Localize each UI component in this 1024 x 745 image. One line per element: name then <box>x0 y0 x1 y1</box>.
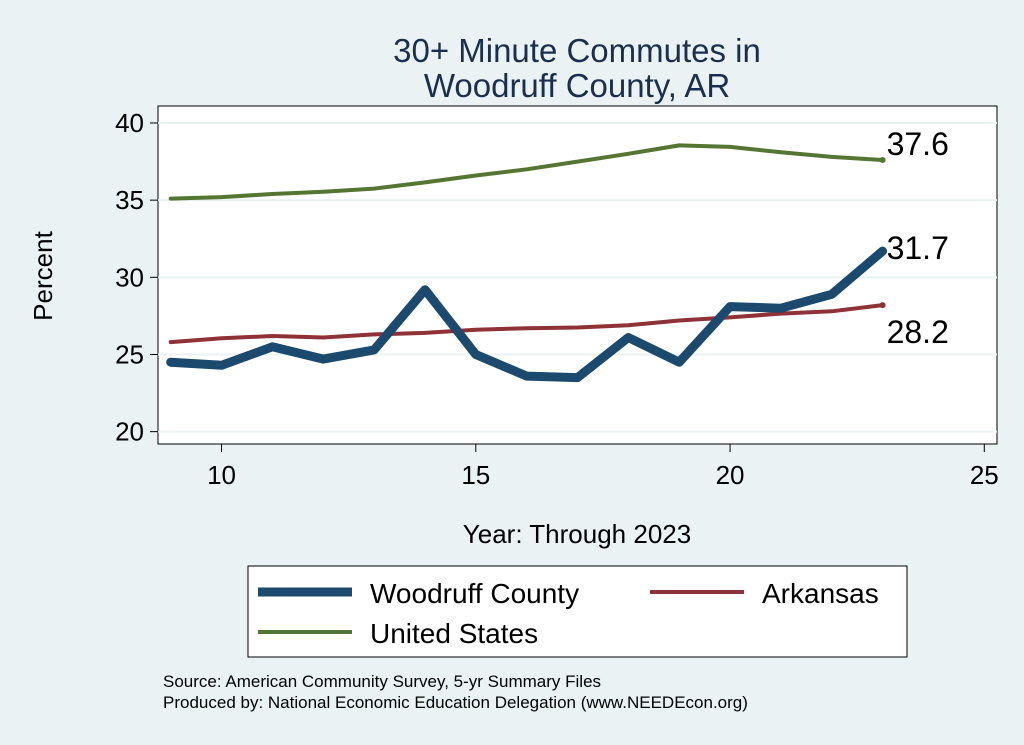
x-tick-label: 15 <box>461 460 490 490</box>
legend-box <box>247 565 908 658</box>
y-tick-label: 30 <box>115 262 144 292</box>
legend: Woodruff County Arkansas United States <box>247 565 908 658</box>
x-tick-label: 10 <box>207 460 236 490</box>
chart-title-line-2: Woodruff County, AR <box>424 67 730 104</box>
end-point-marker <box>879 157 886 164</box>
chart-title-line-1: 30+ Minute Commutes in <box>393 32 761 69</box>
series-lines <box>166 143 888 383</box>
y-axis-label: Percent <box>28 230 58 320</box>
y-tick-label: 25 <box>115 339 144 369</box>
series-line-woodruff-county <box>166 246 888 383</box>
series-line-arkansas <box>168 303 885 345</box>
legend-label-united-states: United States <box>370 618 538 649</box>
x-tick-label: 25 <box>970 460 999 490</box>
produced-by-note: Produced by: National Economic Education… <box>163 693 748 712</box>
y-axis: 20 25 30 35 40 <box>115 108 158 447</box>
end-label-united-states: 37.6 <box>887 126 949 162</box>
end-label-arkansas: 28.2 <box>887 314 949 350</box>
end-label-woodruff-county: 31.7 <box>887 230 949 266</box>
end-point-marker <box>879 248 886 255</box>
y-tick-label: 40 <box>115 108 144 138</box>
x-axis-label: Year: Through 2023 <box>463 519 691 549</box>
x-tick-label: 20 <box>716 460 745 490</box>
legend-label-arkansas: Arkansas <box>762 578 879 609</box>
end-point-marker <box>879 302 886 309</box>
x-axis: 10 15 20 25 <box>207 444 999 490</box>
y-tick-label: 20 <box>115 417 144 447</box>
end-labels: 31.7 28.2 37.6 <box>887 126 949 350</box>
source-note: Source: American Community Survey, 5-yr … <box>163 672 601 691</box>
y-tick-label: 35 <box>115 185 144 215</box>
series-line-united-states <box>168 143 885 201</box>
plot-area <box>157 105 998 445</box>
legend-label-woodruff-county: Woodruff County <box>370 578 579 609</box>
